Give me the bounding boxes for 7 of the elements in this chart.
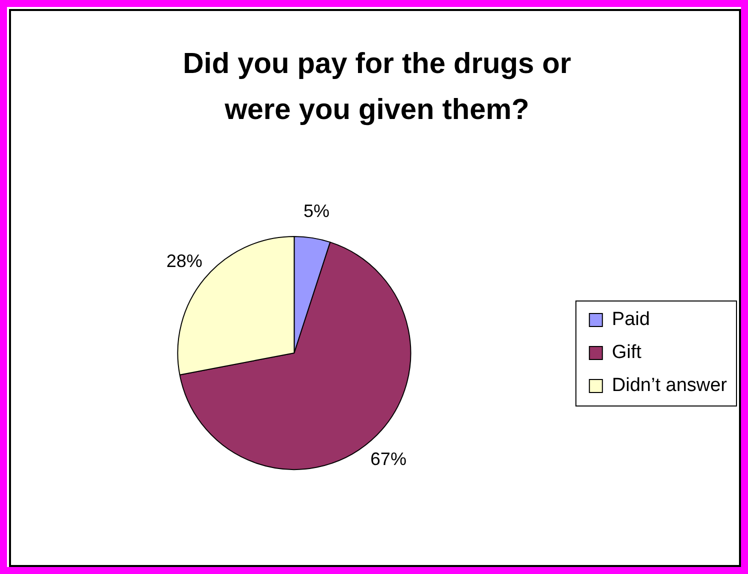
data-label: 5% xyxy=(303,201,330,222)
data-label: 28% xyxy=(166,251,202,272)
data-label: 67% xyxy=(370,448,406,469)
chart-title: Did you pay for the drugs or were you given them? xyxy=(182,47,572,128)
legend-label: Didn’t answer xyxy=(612,375,728,396)
legend-label: Paid xyxy=(612,309,650,330)
legend-label: Gift xyxy=(612,342,642,364)
